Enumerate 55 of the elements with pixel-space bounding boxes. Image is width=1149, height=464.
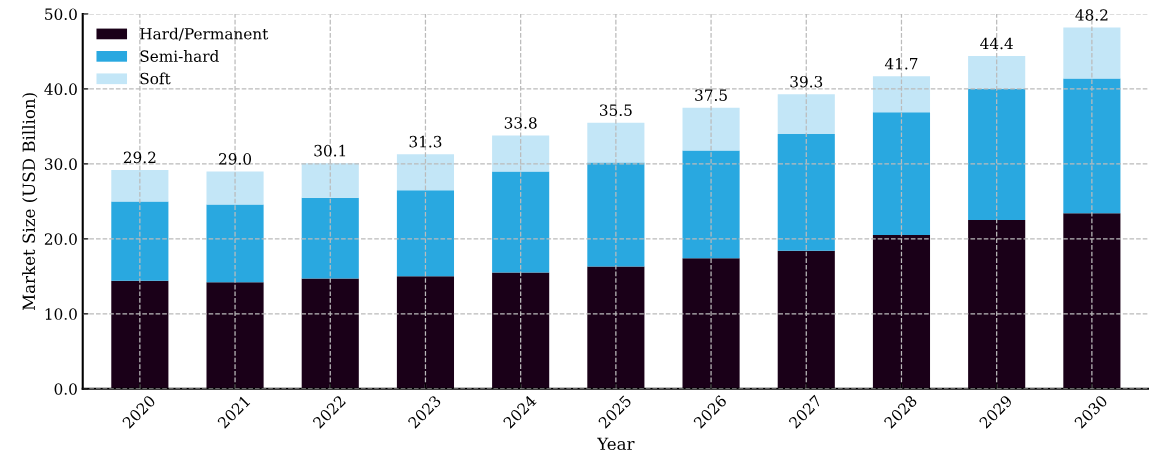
bar (872, 235, 931, 389)
bar (682, 107, 740, 151)
bar (968, 220, 1026, 389)
y-tick-label: 40.0 (44, 83, 77, 95)
total-label: 35.5 (600, 104, 632, 116)
bar (1063, 213, 1121, 389)
bar (968, 55, 1026, 89)
bar (396, 190, 455, 277)
bar (777, 250, 835, 389)
total-label: 39.3 (790, 75, 823, 88)
bar (206, 204, 264, 283)
bar (301, 278, 359, 389)
y-tick-label: 10.0 (45, 308, 77, 320)
bar (301, 163, 359, 198)
bar (111, 169, 169, 202)
bar (682, 258, 740, 389)
total-label: 37.5 (695, 89, 727, 101)
bar (872, 112, 931, 236)
y-tick-label: 30.0 (45, 158, 77, 170)
bar (587, 162, 645, 267)
bar (206, 282, 264, 389)
total-label: 48.2 (1075, 9, 1108, 21)
y-tick-label: 20.0 (44, 233, 77, 245)
total-label: 31.3 (409, 135, 442, 148)
bar (1063, 78, 1121, 214)
y-tick-label: 0.0 (54, 383, 77, 395)
bar (587, 122, 645, 163)
y-axis-title: Market Size (USD Billion) (22, 93, 38, 311)
bar (968, 88, 1026, 221)
total-label: 29.2 (123, 151, 156, 164)
bar (1063, 27, 1121, 79)
bar (682, 150, 740, 259)
legend-label: Soft (140, 72, 171, 85)
legend-label: Hard/Permanent (140, 27, 269, 41)
total-label: 33.8 (504, 117, 537, 129)
bar (111, 201, 169, 281)
bar (396, 276, 455, 389)
total-label: 44.4 (980, 37, 1013, 50)
bar (396, 154, 455, 191)
bar (587, 266, 645, 389)
bar (492, 135, 550, 172)
bar (492, 272, 550, 389)
total-label: 29.0 (219, 153, 252, 165)
x-axis-title: Year (597, 437, 635, 451)
bar (872, 76, 931, 113)
bar (111, 280, 169, 389)
bar (777, 94, 835, 134)
bar (777, 133, 835, 251)
bar (301, 197, 359, 279)
bar (492, 171, 550, 273)
total-label: 41.7 (884, 57, 918, 70)
total-label: 30.1 (314, 144, 346, 157)
y-tick-label: 50.0 (45, 8, 77, 20)
bar (206, 171, 264, 205)
legend-label: Semi-hard (140, 50, 219, 62)
